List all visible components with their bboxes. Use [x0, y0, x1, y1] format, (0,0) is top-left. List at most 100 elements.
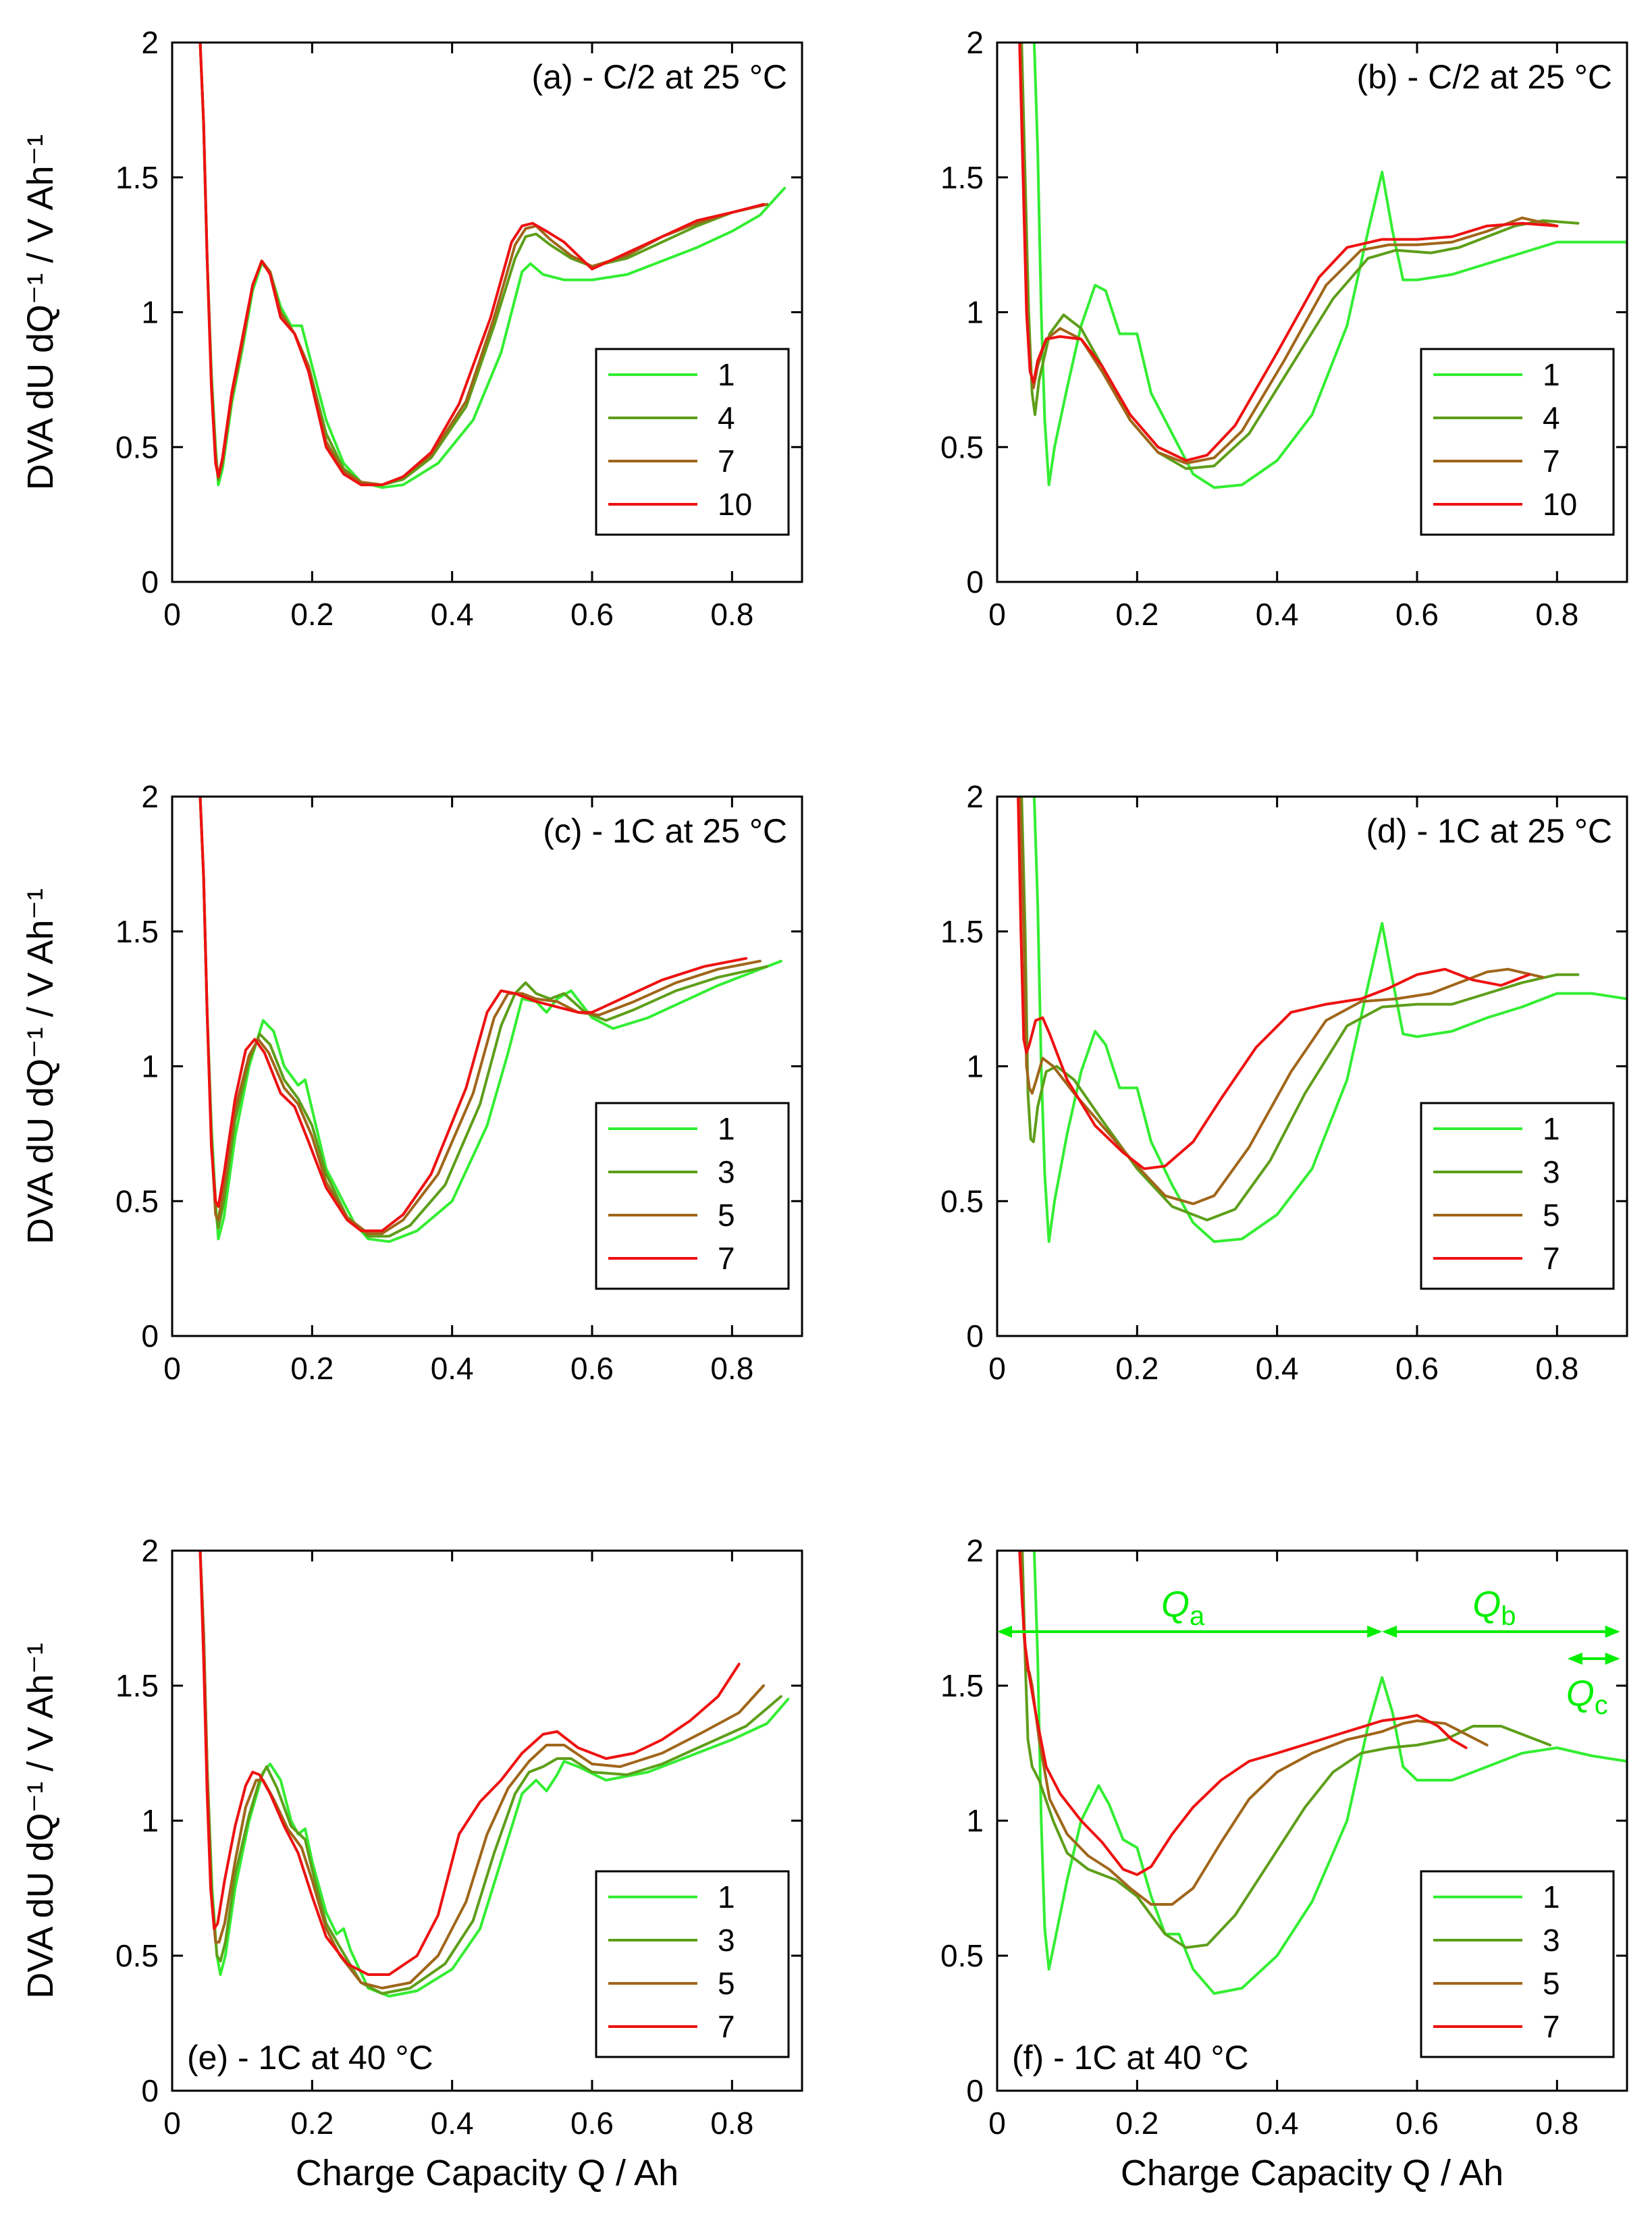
series-line-10: [1018, 43, 1559, 462]
y-tick-label: 2: [141, 25, 159, 60]
x-tick-label: 0: [988, 1351, 1006, 1386]
y-tick-label: 1.5: [940, 160, 984, 195]
x-tick-label: 0.4: [1256, 2106, 1299, 2141]
legend-label-7: 7: [718, 1241, 735, 1276]
y-tick-label: 1: [966, 1803, 984, 1838]
y-tick-label: 1.5: [115, 1668, 159, 1703]
series-group: [198, 797, 782, 1243]
legend-label-5: 5: [718, 1198, 735, 1233]
series-line-5: [1019, 797, 1545, 1206]
series-group: [198, 43, 787, 489]
legend-box: [595, 1870, 790, 2058]
annotation-label-qc: Qc: [1566, 1674, 1608, 1720]
x-tick-label: 0.2: [1115, 2106, 1158, 2141]
y-axis-label: DVA dU dQ⁻¹ / V Ah⁻¹: [20, 1642, 61, 1998]
series-line-1: [1032, 797, 1627, 1243]
annotation-subscript: c: [1595, 1690, 1608, 1720]
series-line-7: [1019, 43, 1559, 465]
legend-label-3: 3: [718, 1923, 735, 1958]
series-line-3: [1020, 797, 1580, 1222]
y-tick-label: 1: [966, 295, 984, 330]
series-line-1: [198, 1551, 790, 1998]
x-tick-label: 0: [163, 2106, 181, 2141]
y-tick-label: 0: [966, 564, 984, 599]
panel-title: (f) - 1C at 40 °C: [1012, 2039, 1249, 2077]
x-tick-label: 0.2: [1115, 1351, 1158, 1386]
x-tick-label: 0.6: [1395, 597, 1439, 632]
x-tick-label: 0.2: [290, 2106, 334, 2141]
legend-label-1: 1: [1543, 1111, 1560, 1146]
annotation-arrowhead-right: [1367, 1626, 1383, 1638]
series-line-3: [1021, 1551, 1551, 1949]
y-tick-label: 1: [141, 1049, 159, 1084]
series-line-7: [1018, 1551, 1468, 1876]
series-group: [198, 1551, 790, 1998]
panel-title: (e) - 1C at 40 °C: [187, 2039, 433, 2077]
series-line-1: [1032, 1551, 1627, 1995]
legend: 1 3 5 7: [1420, 1870, 1615, 2058]
x-tick-label: 0.4: [431, 597, 474, 632]
panel-c: 0 0.2 0.4 0.6 0.8 0 0.5 1 1.5 2 (c) - 1C at 25 °C 1…: [20, 779, 803, 1386]
panels-layer: 0 0.2 0.4 0.6 0.8 0 0.5 1 1.5 2 (a) - C/2 at 25 °C…: [20, 25, 1628, 2193]
legend-label-5: 5: [1543, 1198, 1560, 1233]
series-line-7: [198, 797, 748, 1233]
series-line-7: [1017, 797, 1530, 1171]
y-tick-label: 0.5: [940, 1183, 984, 1219]
annotation-arrowhead-left: [1567, 1653, 1582, 1665]
y-tick-label: 0: [141, 1318, 159, 1354]
series-group: [1018, 43, 1627, 489]
legend-label-1: 1: [1543, 1879, 1560, 1915]
y-tick-label: 1.5: [115, 914, 159, 949]
series-line-10: [198, 43, 765, 487]
legend-label-7: 7: [1543, 2009, 1560, 2044]
legend-label-3: 3: [1543, 1923, 1560, 1958]
x-tick-label: 0.6: [570, 597, 614, 632]
legend: 1 4 7 10: [595, 348, 790, 536]
y-tick-label: 1: [141, 1803, 159, 1838]
y-tick-label: 0.5: [115, 429, 159, 464]
series-line-7: [198, 1551, 741, 1976]
series-line-3: [198, 797, 769, 1238]
series-group: [1017, 797, 1627, 1243]
y-tick-label: 0: [141, 564, 159, 599]
legend-label-4: 4: [1543, 400, 1560, 435]
y-tick-label: 1.5: [940, 1668, 984, 1703]
legend-label-1: 1: [718, 357, 735, 392]
panel-e: 0 0.2 0.4 0.6 0.8 0 0.5 1 1.5 2 (e) - 1C at 40 °C 1…: [20, 1533, 803, 2193]
x-tick-label: 0.6: [1395, 2106, 1439, 2141]
x-tick-label: 0.2: [290, 1351, 334, 1386]
legend-label-3: 3: [1543, 1154, 1560, 1189]
x-tick-label: 0.6: [1395, 1351, 1439, 1386]
legend-label-5: 5: [1543, 1966, 1560, 2001]
legend-label-7: 7: [718, 444, 735, 479]
legend: 1 4 7 10: [1420, 348, 1615, 536]
series-line-1: [198, 43, 787, 489]
panel-a: 0 0.2 0.4 0.6 0.8 0 0.5 1 1.5 2 (a) - C/2 at 25 °C…: [20, 25, 803, 632]
panel-title: (d) - 1C at 25 °C: [1366, 812, 1612, 850]
x-tick-label: 0.4: [1256, 597, 1299, 632]
annotation-subscript: b: [1501, 1601, 1516, 1631]
legend-label-4: 4: [718, 400, 735, 435]
legend-box: [1420, 1102, 1615, 1290]
annotation-label-qb: Qb: [1472, 1584, 1516, 1631]
legend-box: [595, 1102, 790, 1290]
y-tick-label: 1: [141, 295, 159, 330]
y-tick-label: 0.5: [940, 1938, 984, 1973]
x-tick-label: 0.8: [1535, 597, 1578, 632]
y-axis-label: DVA dU dQ⁻¹ / V Ah⁻¹: [20, 888, 61, 1244]
y-tick-label: 0: [966, 2073, 984, 2108]
y-tick-label: 0.5: [940, 429, 984, 464]
y-tick-label: 2: [141, 779, 159, 814]
y-tick-label: 1.5: [940, 914, 984, 949]
x-tick-label: 0.6: [570, 1351, 614, 1386]
annotation-arrowhead-right: [1605, 1653, 1620, 1665]
x-tick-label: 0: [163, 597, 181, 632]
annotation-label-qa: Qa: [1161, 1584, 1205, 1631]
panel-title: (c) - 1C at 25 °C: [543, 812, 787, 850]
legend-label-7: 7: [1543, 444, 1560, 479]
y-tick-label: 2: [966, 1533, 984, 1568]
y-tick-label: 0: [141, 2073, 159, 2108]
legend-label-1: 1: [1543, 357, 1560, 392]
x-tick-label: 0.6: [570, 2106, 614, 2141]
